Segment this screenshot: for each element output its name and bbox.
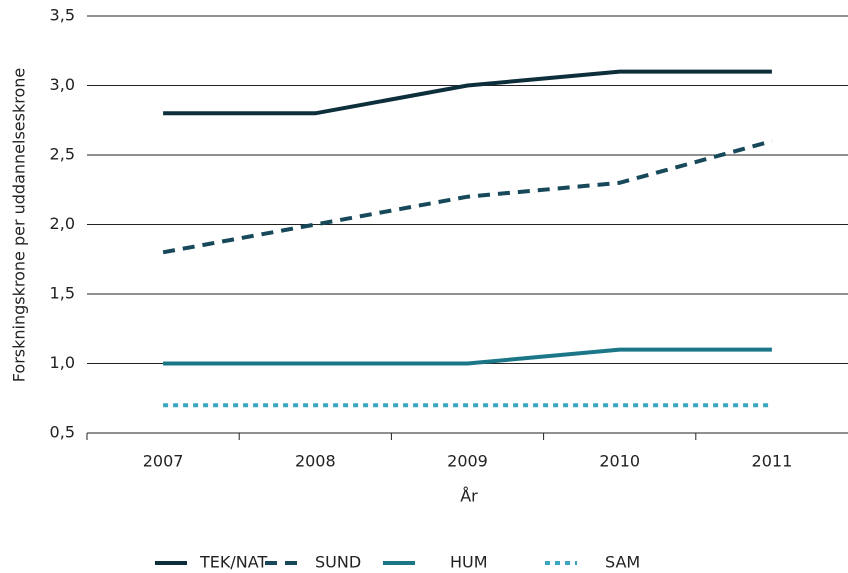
y-tick-label: 3,5 (50, 6, 75, 25)
y-tick-label: 1,0 (50, 353, 75, 372)
y-tick-label: 0,5 (50, 423, 75, 442)
series-line (163, 347, 772, 366)
x-tick-label: 2010 (599, 452, 640, 471)
x-tick-label: 2008 (295, 452, 336, 471)
x-tick-label: 2011 (752, 452, 793, 471)
series-line (163, 69, 772, 116)
y-axis-label: Forskningskrone per uddannelseskrone (10, 68, 29, 382)
y-tick-label: 3,0 (50, 75, 75, 94)
y-tick-label: 2,5 (50, 145, 75, 164)
y-tick-label: 1,5 (50, 284, 75, 303)
legend-label: HUM (450, 553, 488, 572)
legend-label: SAM (605, 553, 640, 572)
x-tick-label: 2007 (143, 452, 184, 471)
legend-label: SUND (315, 553, 361, 572)
y-tick-label: 2,0 (50, 214, 75, 233)
series-line (162, 139, 773, 255)
x-tick-label: 2009 (447, 452, 488, 471)
legend-label: TEK/NAT (199, 553, 267, 572)
x-axis-label: År (460, 487, 478, 506)
